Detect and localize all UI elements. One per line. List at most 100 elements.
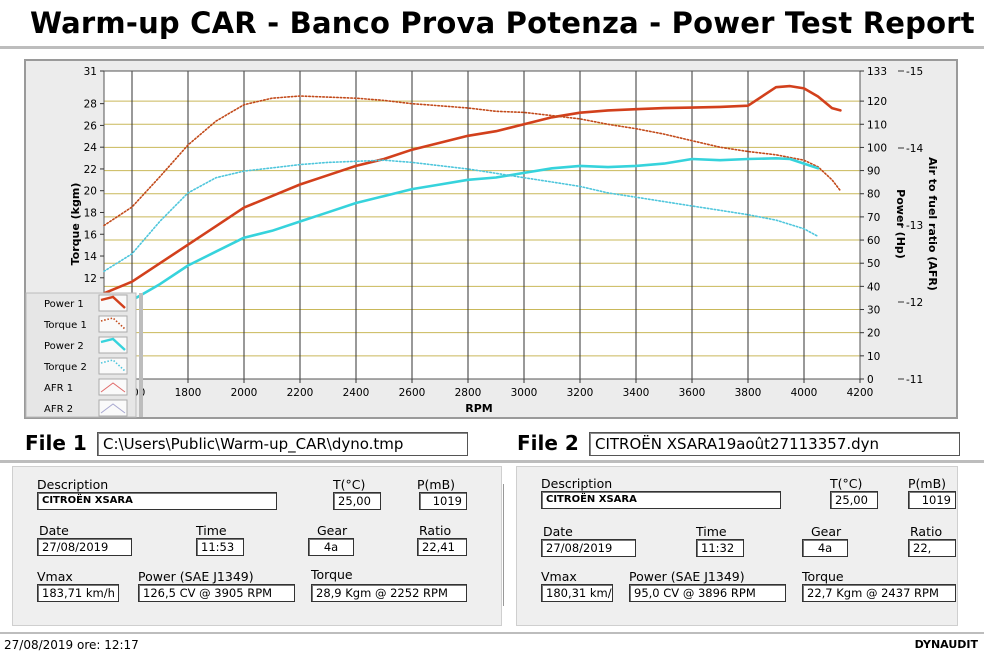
file1-torque-label: Torque	[311, 567, 353, 582]
power-tick-label: 120	[867, 96, 887, 108]
series-power-1	[102, 84, 842, 295]
file1-ratio-field[interactable]: 22,41	[417, 538, 467, 556]
file1-pressure-field[interactable]: 1019	[419, 492, 467, 510]
torque-tick-label: 26	[84, 120, 98, 132]
torque-tick-label: 28	[84, 99, 97, 111]
legend-swatch-line	[100, 403, 126, 414]
x-tick-label: 3000	[511, 387, 538, 399]
x-tick-label: 2600	[399, 387, 426, 399]
file2-pressure-field[interactable]: 1019	[908, 491, 956, 509]
file1-gear-field[interactable]: 4a	[308, 538, 354, 556]
torque-tick-label: 14	[84, 251, 98, 263]
power-tick-label: 90	[867, 166, 880, 178]
legend-label: AFR 2	[44, 404, 73, 415]
file1-torque-field[interactable]: 28,9 Kgm @ 2252 RPM	[311, 584, 467, 602]
torque-tick-label: 18	[84, 207, 97, 219]
file1-details-panel: Description CITROËN XSARA T(°C) 25,00 P(…	[12, 466, 502, 626]
file1-time-field[interactable]: 11:53	[196, 538, 244, 556]
power-tick-label: 133	[867, 66, 887, 78]
legend-label: Torque 1	[43, 320, 87, 331]
file2-gear-field[interactable]: 4a	[802, 539, 848, 557]
file2-temp-label: T(°C)	[830, 476, 863, 491]
series	[102, 84, 842, 314]
legend-swatch	[98, 357, 128, 375]
torque-tick-label: 31	[84, 66, 97, 78]
panel-divider	[503, 484, 504, 606]
file2-power-label: Power (SAE J1349)	[629, 569, 745, 584]
file1-path-field[interactable]: C:\Users\Public\Warm-up_CAR\dyno.tmp	[97, 432, 468, 456]
file1-power-field[interactable]: 126,5 CV @ 3905 RPM	[138, 584, 295, 602]
x-tick-label: 2000	[231, 387, 258, 399]
file2-pressure-label: P(mB)	[908, 476, 947, 491]
torque-tick-label: 24	[84, 142, 98, 154]
x-tick-label: 4000	[791, 387, 818, 399]
power-tick-label: 30	[867, 305, 880, 317]
file2-time-label: Time	[696, 524, 727, 539]
legend: Power 1 Torque 1 Power 2 Torque 2 AFR 1 AFR 2	[25, 292, 143, 418]
legend-swatch-line	[100, 317, 126, 330]
power-tick-label: 70	[867, 212, 880, 224]
file2-ratio-field[interactable]: 22,	[908, 539, 956, 557]
legend-swatch-line	[100, 337, 126, 351]
file2-power-field[interactable]: 95,0 CV @ 3896 RPM	[629, 584, 786, 602]
file2-vmax-field[interactable]: 180,31 km/	[541, 584, 613, 602]
afr-tick-label: -12	[906, 297, 923, 309]
file2-torque-field[interactable]: 22,7 Kgm @ 2437 RPM	[802, 584, 956, 602]
file2-path-field[interactable]: CITROËN XSARA19août27113357.dyn	[589, 432, 960, 456]
file1-date-label: Date	[39, 523, 69, 538]
power-tick-label: 0	[867, 374, 874, 386]
y-axis-title-afr: Air to fuel ratio (AFR)	[926, 157, 939, 291]
file2-date-label: Date	[543, 524, 573, 539]
power-tick-label: 20	[867, 328, 880, 340]
file1-vmax-field[interactable]: 183,71 km/h	[37, 584, 119, 602]
file1-vmax-label: Vmax	[37, 569, 73, 584]
power-tick-label: 110	[867, 119, 887, 131]
file1-time-label: Time	[196, 523, 227, 538]
dyno-chart: 1600180020002200240026002800300032003400…	[25, 66, 939, 418]
afr-tick-label: -11	[906, 374, 923, 386]
file2-time-field[interactable]: 11:32	[696, 539, 744, 557]
file1-description-label: Description	[37, 477, 109, 492]
footer-brand: DYNAUDIT	[914, 638, 978, 651]
file2-details-panel: Description CITROËN XSARA T(°C) 25,00 P(…	[516, 466, 958, 626]
x-tick-label: 3400	[623, 387, 650, 399]
afr-tick-label: -15	[906, 66, 923, 78]
series-torque-2	[103, 159, 819, 273]
x-tick-label: 2800	[455, 387, 482, 399]
file2-description-field[interactable]: CITROËN XSARA	[541, 491, 781, 509]
file2-gear-label: Gear	[811, 524, 842, 539]
legend-swatch-line	[100, 295, 126, 309]
power-tick-label: 50	[867, 258, 880, 270]
file1-temp-label: T(°C)	[333, 477, 366, 492]
plot-area	[104, 71, 860, 379]
torque-tick-label: 22	[84, 164, 97, 176]
legend-label: Power 1	[44, 299, 84, 310]
legend-box	[25, 292, 137, 418]
file1-ratio-label: Ratio	[419, 523, 452, 538]
y-axis-title-torque: Torque (kgm)	[69, 183, 82, 266]
file1-gear-label: Gear	[317, 523, 348, 538]
file1-temp-field[interactable]: 25,00	[333, 492, 381, 510]
file1-description-field[interactable]: CITROËN XSARA	[37, 492, 277, 510]
x-tick-label: 2400	[343, 387, 370, 399]
x-tick-label: 3800	[735, 387, 762, 399]
legend-swatch-line	[100, 359, 126, 372]
file2-vmax-label: Vmax	[541, 569, 577, 584]
y-axis-title-power: Power (Hp)	[894, 189, 907, 259]
legend-label: Power 2	[44, 341, 84, 352]
x-tick-label: 3600	[679, 387, 706, 399]
file1-label: File 1	[25, 431, 87, 455]
power-tick-label: 80	[867, 189, 880, 201]
legend-scrollbar	[139, 293, 143, 417]
x-tick-label: 2200	[287, 387, 314, 399]
power-tick-label: 100	[867, 142, 887, 154]
afr-tick-label: -14	[906, 143, 923, 155]
file2-date-field[interactable]: 27/08/2019	[541, 539, 636, 557]
file1-date-field[interactable]: 27/08/2019	[37, 538, 132, 556]
file2-temp-field[interactable]: 25,00	[830, 491, 878, 509]
legend-swatch	[98, 378, 128, 396]
file2-torque-label: Torque	[802, 569, 844, 584]
legend-swatch	[98, 399, 128, 417]
title-rule	[0, 46, 984, 49]
afr-tick-label: -13	[906, 220, 923, 232]
